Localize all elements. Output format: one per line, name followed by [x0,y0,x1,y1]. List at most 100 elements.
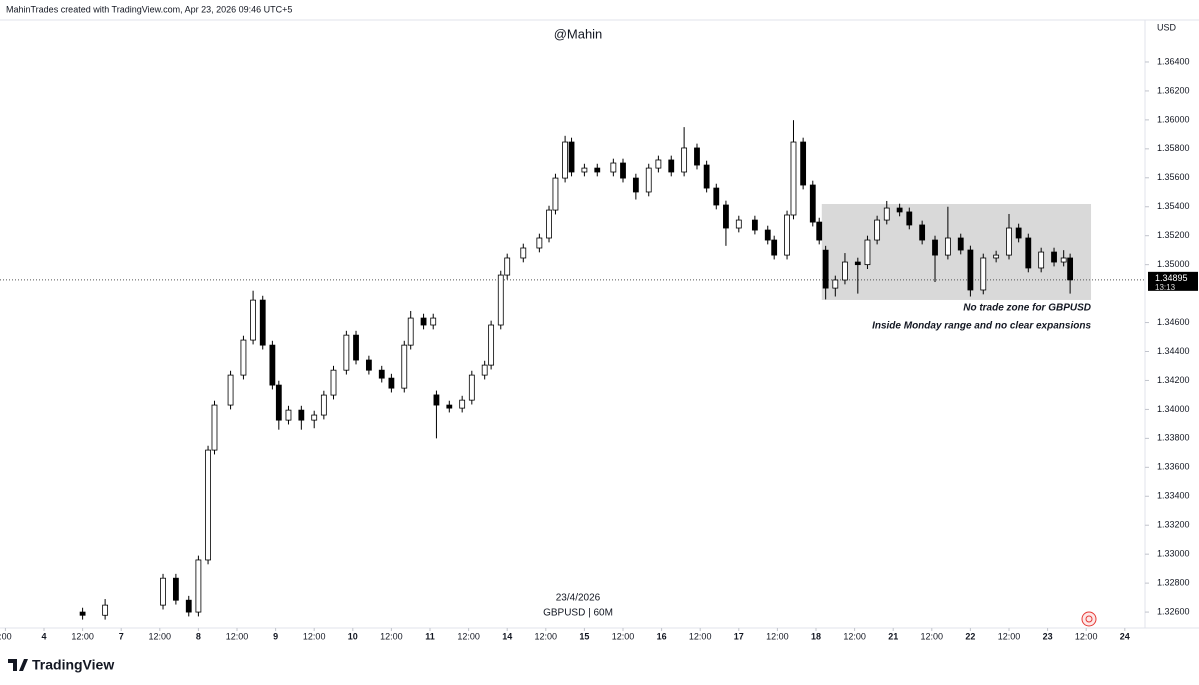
x-tick-label: 12:00 [226,631,249,641]
y-tick-label: 1.33000 [1157,549,1190,559]
candle [668,155,675,177]
candle [172,573,179,605]
candle [568,137,575,177]
x-tick-label: 11 [425,631,435,641]
candle [1025,233,1032,273]
candle-body [1060,257,1067,263]
alert-icon [1081,611,1097,627]
candle [906,207,913,230]
candle [520,243,527,263]
candle-body [896,207,903,213]
candle-body [771,239,778,256]
candle [488,320,495,370]
date-label: 23/4/2026 [556,593,601,604]
candle-body [944,237,951,256]
candle [1060,250,1067,267]
x-tick-label: 12:00 [535,631,558,641]
candle-body [520,247,527,259]
candle [240,335,247,380]
candle [504,253,511,280]
candle [250,290,256,345]
candle [1038,247,1045,273]
candle [407,310,414,350]
candle [944,206,951,260]
candle [594,163,601,177]
candle-body [632,177,639,193]
candle [320,390,327,420]
y-tick-label: 1.33800 [1157,433,1190,443]
candle [919,220,926,245]
candle-body [993,254,1000,259]
no-trade-zone [821,203,1092,300]
candle-body [259,299,266,346]
candle [497,270,504,330]
y-tick-label: 1.34000 [1157,404,1190,414]
candle-body [581,167,588,173]
y-tick-label: 1.33400 [1157,491,1190,501]
candle [703,160,710,193]
x-tick-label: 10 [348,631,358,641]
candle-body [446,404,453,409]
candle-body [330,369,337,396]
y-tick-label: 1.33200 [1157,520,1190,530]
candle [259,295,266,350]
candle [1051,247,1057,267]
candle-body [874,219,881,241]
candle-body [832,279,839,289]
candle-body [401,344,408,389]
candle [655,155,662,173]
candle-body [1025,237,1032,269]
x-tick-label: 12:00 [1075,631,1098,641]
candle-body [269,344,276,386]
x-tick-label: 23 [1043,631,1053,641]
candle-body [468,374,475,401]
candle-body [655,159,662,169]
y-tick-label: 1.36000 [1157,114,1190,124]
candle-body [562,141,569,179]
candle-body [594,167,601,173]
candle-body [459,399,466,409]
candle [195,555,202,617]
candle-body [764,229,771,241]
x-tick-label: 12:00 [71,631,94,641]
candle [401,340,408,393]
candle-body [919,224,926,241]
candle-body [311,414,318,421]
candle-body [883,207,890,221]
candle-body [343,334,350,371]
y-tick-label: 1.35000 [1157,259,1190,269]
candle [993,250,1000,263]
y-tick-label: 1.32800 [1157,577,1190,587]
y-tick-label: 1.36200 [1157,85,1190,95]
candle-body [185,599,192,613]
candle [430,313,437,330]
candle-body [102,604,109,616]
x-tick-label: 14 [502,631,512,641]
candle [481,360,488,380]
x-tick-label: 17 [734,631,744,641]
y-tick-label: 1.36400 [1157,56,1190,66]
candle-body [723,204,729,229]
candle-body [160,577,166,606]
x-tick-label: 12:00 [380,631,403,641]
candle [562,135,569,183]
candle [681,127,688,177]
y-tick-label: 1.35600 [1157,172,1190,182]
candle-body [906,211,913,226]
candle-body [610,162,617,173]
candle-body [854,261,861,266]
candle-body [407,317,414,346]
candle [790,120,797,220]
candle [79,607,86,620]
candle [446,400,453,413]
candle-body [497,274,504,326]
candle-body [536,237,543,249]
countdown: 13:13 [1155,283,1176,292]
candle-body [552,177,559,211]
candle [459,395,466,413]
candle [784,210,790,260]
x-tick-label: 12:00 [612,631,635,641]
candle [1006,213,1012,260]
candle-body [250,299,256,341]
